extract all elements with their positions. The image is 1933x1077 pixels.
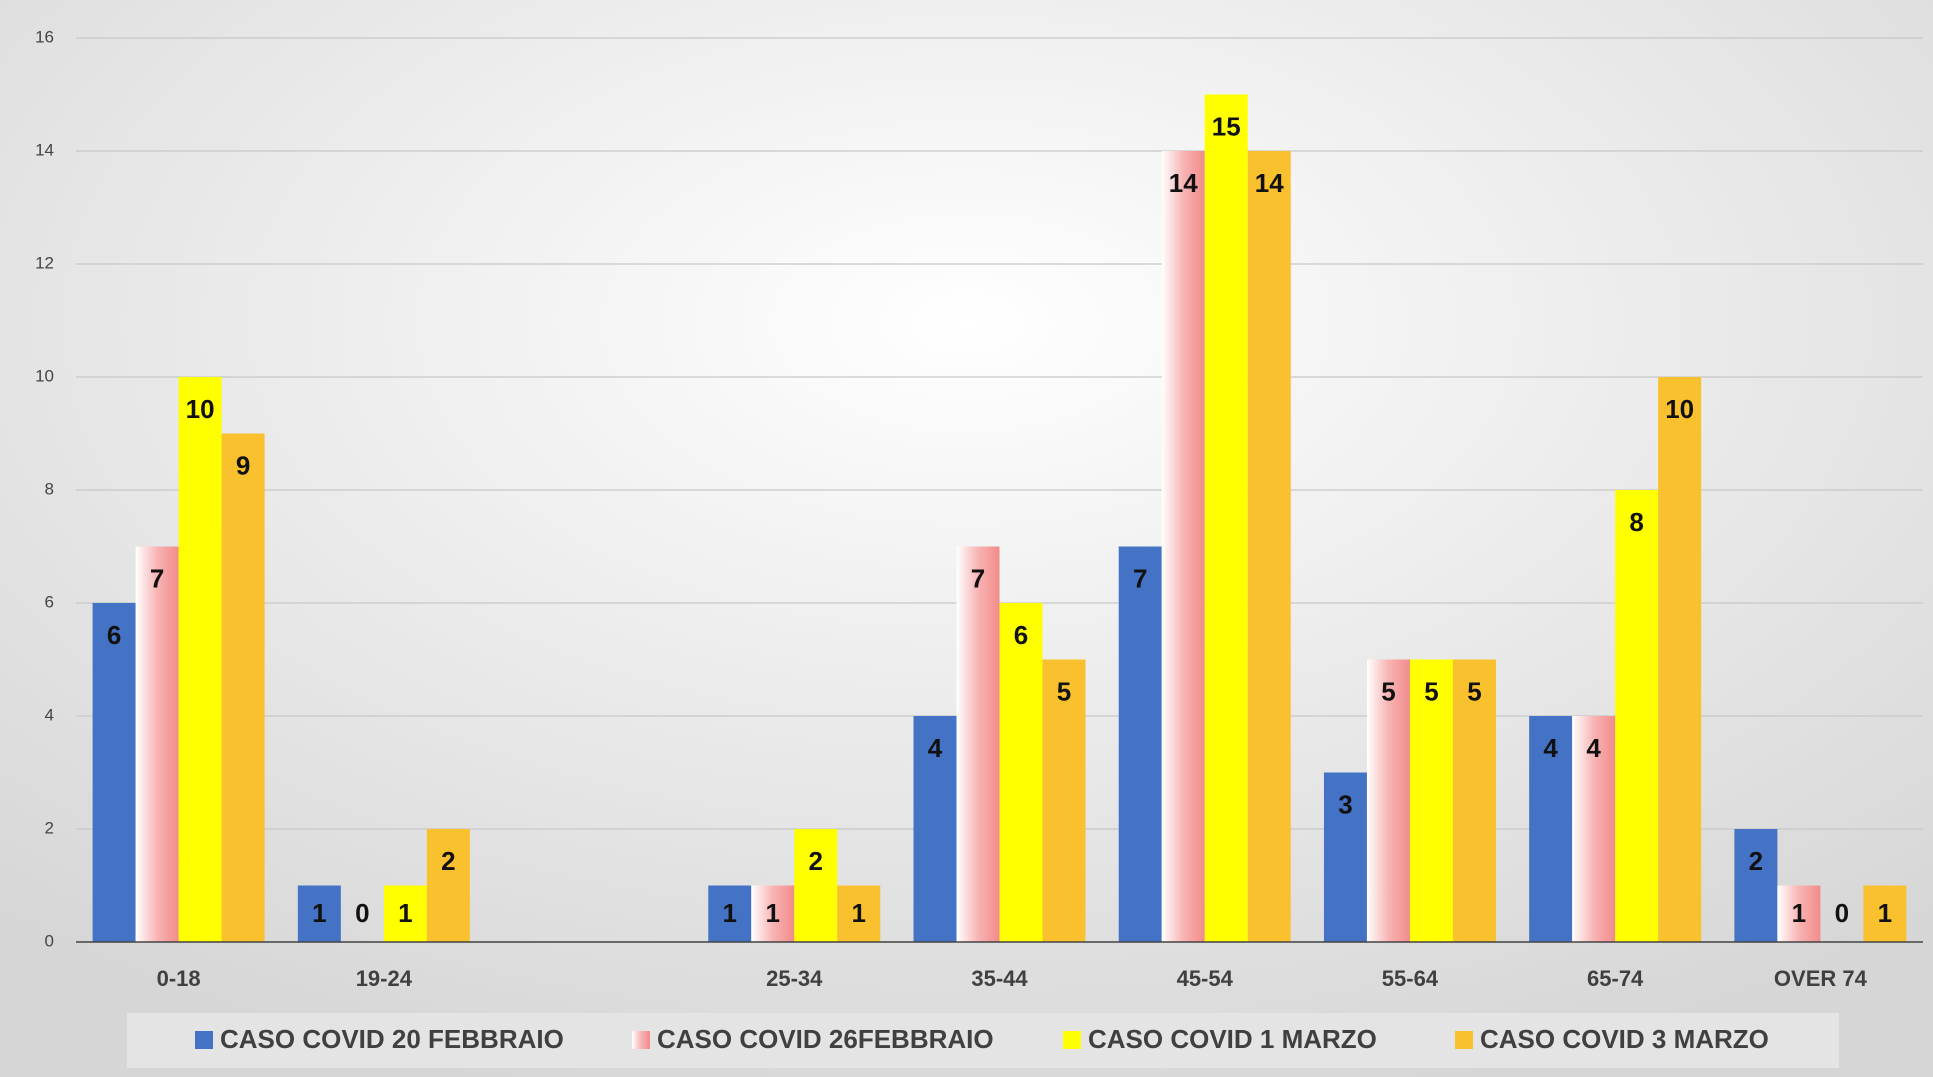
bar <box>426 829 470 942</box>
legend-swatch <box>1455 1031 1473 1049</box>
bar <box>1366 659 1410 942</box>
bar <box>135 546 179 942</box>
bar <box>999 603 1043 942</box>
data-label: 10 <box>186 394 215 424</box>
data-label: 4 <box>928 733 943 763</box>
bar <box>1118 546 1162 942</box>
bar <box>178 377 222 942</box>
bar <box>708 885 752 942</box>
bar <box>1777 885 1821 942</box>
data-label: 2 <box>1749 846 1763 876</box>
data-label: 14 <box>1255 168 1284 198</box>
data-label: 7 <box>1133 563 1147 593</box>
data-label: 1 <box>398 898 412 928</box>
data-label: 4 <box>1586 733 1601 763</box>
data-label: 1 <box>852 898 866 928</box>
bar <box>1204 94 1248 942</box>
legend-swatch <box>632 1031 650 1049</box>
bar <box>956 546 1000 942</box>
y-tick-label: 10 <box>35 366 54 385</box>
data-label: 10 <box>1665 394 1694 424</box>
data-label: 9 <box>236 450 250 480</box>
bar <box>1615 490 1659 942</box>
data-label: 7 <box>150 563 164 593</box>
y-tick-label: 8 <box>45 479 54 498</box>
bar <box>1658 377 1702 942</box>
data-label: 5 <box>1424 676 1438 706</box>
y-tick-label: 2 <box>45 818 54 837</box>
data-label: 1 <box>312 898 326 928</box>
data-label: 5 <box>1467 676 1481 706</box>
bar <box>837 885 881 942</box>
data-label: 1 <box>1878 898 1892 928</box>
data-label: 1 <box>1792 898 1806 928</box>
y-tick-label: 12 <box>35 253 54 272</box>
bar <box>1572 716 1616 942</box>
legend-swatch <box>195 1031 213 1049</box>
bar <box>751 885 795 942</box>
bar <box>1863 885 1907 942</box>
data-label: 8 <box>1629 507 1643 537</box>
data-label: 7 <box>971 563 985 593</box>
bar <box>221 433 265 942</box>
bar <box>383 885 427 942</box>
data-label: 3 <box>1338 789 1352 819</box>
data-label: 4 <box>1543 733 1558 763</box>
bar <box>1734 829 1778 942</box>
data-label: 1 <box>723 898 737 928</box>
bar <box>1161 151 1205 942</box>
bar <box>1247 151 1291 942</box>
bar <box>92 603 136 942</box>
bar <box>794 829 838 942</box>
legend-label: CASO COVID 26FEBBRAIO <box>657 1024 994 1054</box>
y-tick-label: 4 <box>45 705 54 724</box>
legend-label: CASO COVID 1 MARZO <box>1088 1024 1377 1054</box>
data-label: 6 <box>107 620 121 650</box>
y-tick-label: 14 <box>35 140 54 159</box>
legend-swatch <box>1063 1031 1081 1049</box>
legend-label: CASO COVID 20 FEBBRAIO <box>220 1024 564 1054</box>
data-label: 2 <box>809 846 823 876</box>
data-label: 0 <box>355 898 369 928</box>
data-label: 5 <box>1381 676 1395 706</box>
legend-box <box>127 1013 1839 1068</box>
y-tick-label: 6 <box>45 592 54 611</box>
data-label: 6 <box>1014 620 1028 650</box>
x-tick-label: 19-24 <box>356 966 413 991</box>
bar <box>1323 772 1367 942</box>
bar <box>1409 659 1453 942</box>
data-label: 5 <box>1057 676 1071 706</box>
legend-label: CASO COVID 3 MARZO <box>1480 1024 1769 1054</box>
y-tick-label: 0 <box>45 931 54 950</box>
bar <box>1042 659 1086 942</box>
x-tick-label: 55-64 <box>1382 966 1439 991</box>
data-label: 14 <box>1169 168 1198 198</box>
bar <box>913 716 957 942</box>
bar <box>1529 716 1573 942</box>
x-tick-label: OVER 74 <box>1774 966 1868 991</box>
bar <box>297 885 341 942</box>
y-tick-label: 16 <box>35 27 54 46</box>
data-label: 15 <box>1212 111 1241 141</box>
data-label: 0 <box>1835 898 1849 928</box>
bar <box>1452 659 1496 942</box>
data-label: 2 <box>441 846 455 876</box>
x-tick-label: 0-18 <box>157 966 201 991</box>
x-tick-label: 45-54 <box>1177 966 1234 991</box>
x-tick-label: 35-44 <box>971 966 1028 991</box>
x-tick-label: 65-74 <box>1587 966 1644 991</box>
x-tick-label: 25-34 <box>766 966 823 991</box>
data-label: 1 <box>766 898 780 928</box>
